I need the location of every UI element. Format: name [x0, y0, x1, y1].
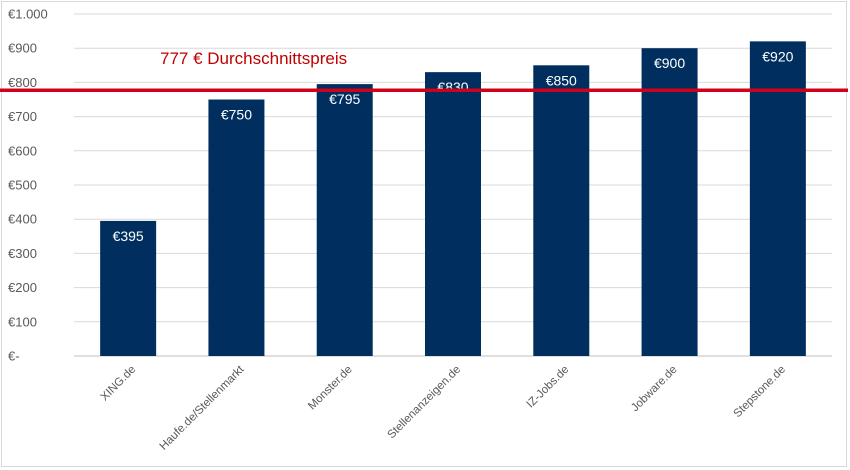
data-label: €850 — [546, 72, 577, 88]
data-label: €830 — [437, 79, 468, 95]
y-tick-label: €- — [8, 349, 20, 364]
y-tick-label: €900 — [8, 41, 37, 56]
y-tick-label: €800 — [8, 75, 37, 90]
x-tick-label: Haufe.de/Stellenmarkt — [158, 363, 248, 453]
y-tick-label: €600 — [8, 143, 37, 158]
average-label: 777 € Durchschnittspreis — [160, 49, 347, 68]
bar — [100, 220, 157, 356]
bar — [425, 72, 481, 356]
bar — [533, 65, 590, 357]
y-tick-label: €200 — [8, 280, 37, 295]
data-label: €795 — [329, 91, 360, 107]
x-tick-label: Stepstone.de — [732, 364, 788, 420]
y-tick-label: €300 — [8, 246, 37, 261]
x-tick-label: IZ-Jobs.de — [525, 364, 572, 411]
x-tick-label: XING.de — [99, 364, 139, 404]
data-label: €395 — [113, 228, 144, 244]
y-tick-label: €400 — [8, 212, 37, 227]
x-tick-label: Jobware.de — [629, 364, 680, 415]
bar — [208, 99, 265, 356]
data-label: €920 — [762, 48, 793, 64]
y-tick-label: €100 — [8, 314, 37, 329]
y-tick-label: €500 — [8, 178, 37, 193]
bar — [749, 41, 806, 357]
data-label: €900 — [654, 55, 685, 71]
bar — [641, 48, 698, 356]
data-label: €750 — [221, 107, 252, 123]
y-tick-label: €1.000 — [8, 7, 48, 22]
bar — [316, 84, 373, 357]
y-tick-label: €700 — [8, 109, 37, 124]
x-tick-label: Monster.de — [306, 364, 355, 413]
x-tick-label: Stellenanzeigen.de — [385, 364, 463, 442]
